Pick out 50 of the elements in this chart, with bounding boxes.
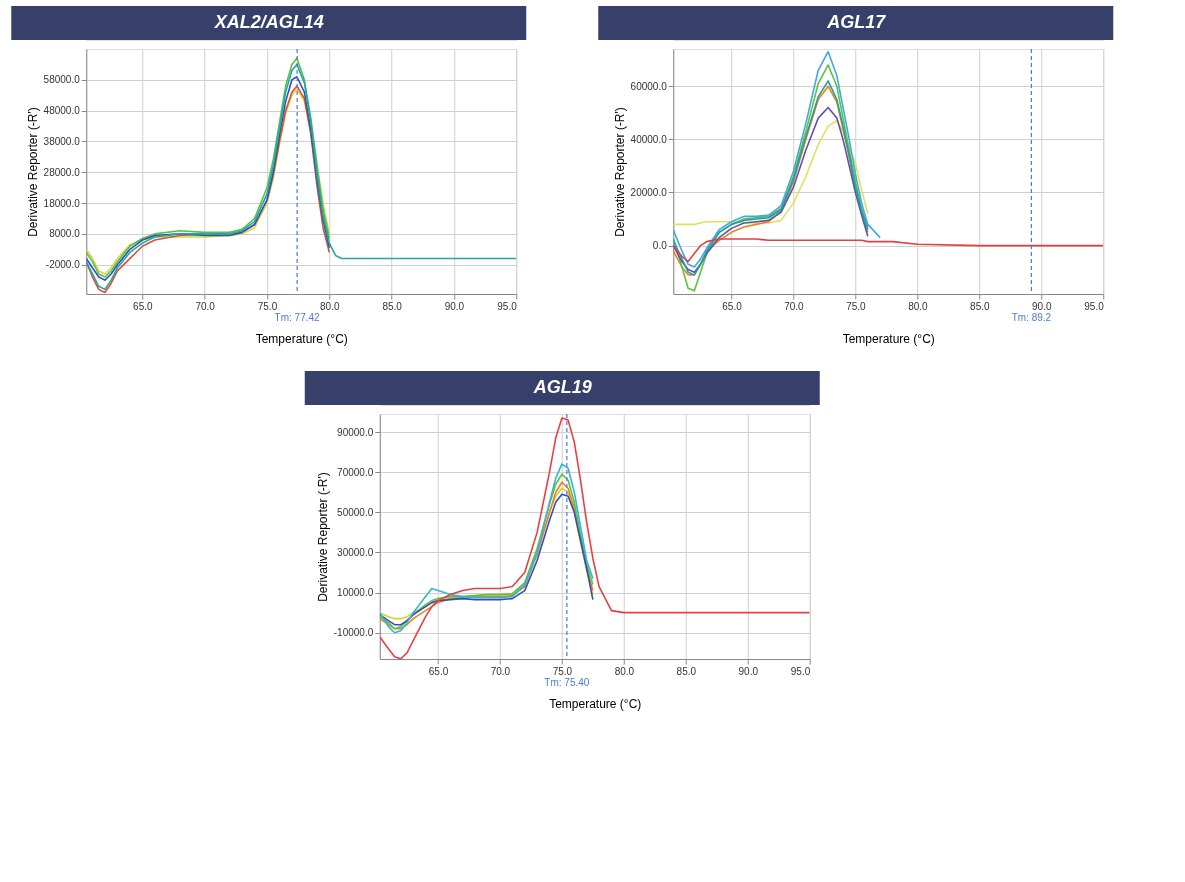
x-tick-label: 85.0 [382,300,403,312]
x-tick-label: 90.0 [1032,300,1052,312]
y-tick-label: 90000.0 [337,426,374,438]
ref-line-label: Tm: 89.2 [1011,312,1052,323]
y-tick-label: 38000.0 [43,135,81,147]
y-tick-label: 8000.0 [49,228,81,240]
x-tick-label: 70.0 [784,300,805,312]
x-tick-label: 75.0 [257,300,278,312]
y-axis-title: Derivative Reporter (-R') [25,107,40,237]
chart-title: AGL19 [532,377,592,397]
y-tick-label: 18000.0 [43,197,81,209]
x-tick-label: 90.0 [738,665,759,677]
chart-title: XAL2/AGL14 [213,12,324,32]
x-tick-label: 95.0 [1084,300,1105,312]
y-tick-label: 50000.0 [337,506,374,518]
y-tick-label: 28000.0 [43,166,81,178]
y-axis-title: Derivative Reporter (-R') [612,107,627,237]
x-tick-label: 75.0 [846,300,867,312]
y-tick-label: 48000.0 [43,105,81,117]
x-tick-label: 70.0 [195,300,216,312]
y-tick-label: 0.0 [652,240,668,252]
x-axis-title: Temperature (°C) [549,696,642,711]
y-tick-label: 58000.0 [43,74,81,86]
y-tick-label: 20000.0 [630,186,668,198]
y-tick-label: 10000.0 [337,587,374,599]
x-tick-label: 80.0 [320,300,340,312]
x-tick-label: 65.0 [133,300,153,312]
chart-title: AGL17 [826,12,887,32]
x-tick-label: 80.0 [908,300,929,312]
x-tick-label: 80.0 [614,665,635,677]
y-tick-label: 40000.0 [630,133,668,145]
x-tick-label: 90.0 [444,300,465,312]
x-axis-title: Temperature (°C) [255,331,348,346]
x-tick-label: 65.0 [722,300,743,312]
y-axis-title: Derivative Reporter (-R') [315,472,330,602]
y-tick-label: 30000.0 [337,546,374,558]
x-tick-label: 85.0 [676,665,697,677]
ref-line-label: Tm: 77.42 [274,312,321,323]
x-tick-label: 85.0 [970,300,990,312]
x-tick-label: 75.0 [552,665,573,677]
x-tick-label: 95.0 [497,300,518,312]
y-tick-label: 60000.0 [630,80,668,92]
x-axis-title: Temperature (°C) [842,331,935,346]
x-tick-label: 95.0 [790,665,811,677]
x-tick-label: 70.0 [490,665,511,677]
y-tick-label: -10000.0 [333,627,374,639]
ref-line-label: Tm: 75.40 [544,677,590,688]
y-tick-label: 70000.0 [337,466,374,478]
x-tick-label: 65.0 [428,665,449,677]
y-tick-label: -2000.0 [45,259,81,271]
